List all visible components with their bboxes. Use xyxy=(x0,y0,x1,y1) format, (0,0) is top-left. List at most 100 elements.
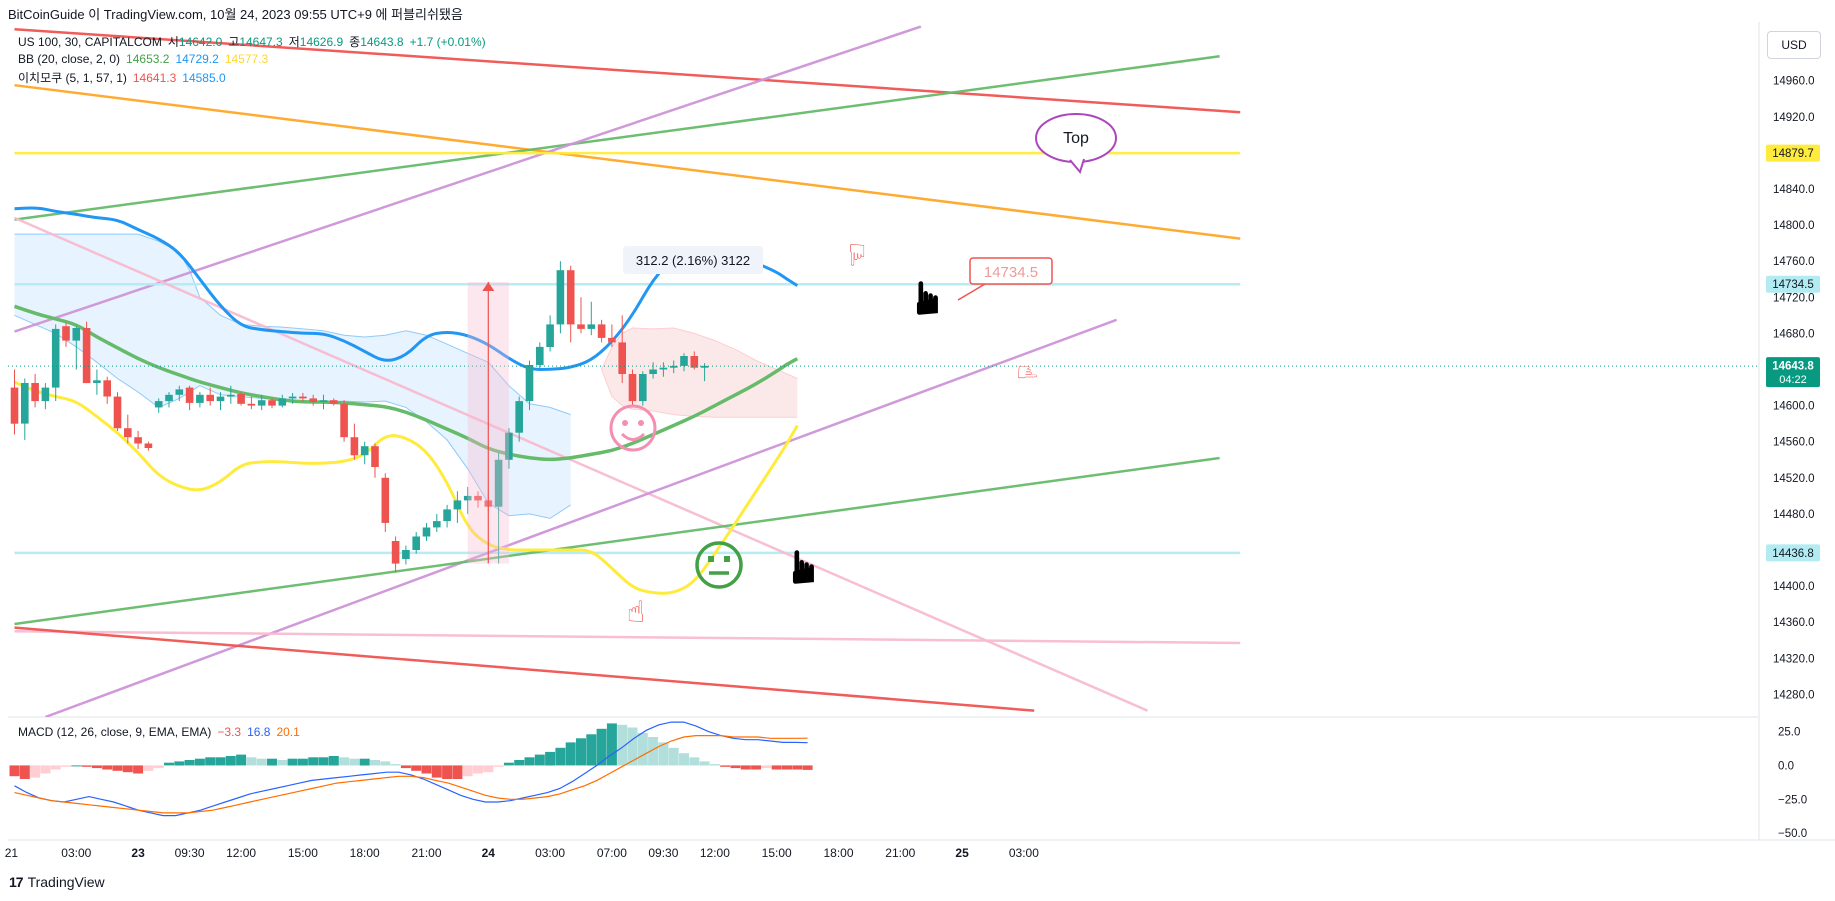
macd-histogram-bar xyxy=(370,760,380,766)
time-tick-label: 12:00 xyxy=(700,846,730,860)
candle xyxy=(556,261,565,334)
smiley-emoji[interactable] xyxy=(609,404,657,452)
price-label-countdown: 04:22 xyxy=(1779,374,1807,386)
candles xyxy=(10,261,709,573)
macd-histogram-bar xyxy=(792,765,803,770)
ichimoku-legend[interactable]: 이치모쿠 (5, 1, 57, 1) 14641.3 14585.0 xyxy=(18,69,232,86)
candle xyxy=(124,414,132,444)
macd-histogram-bar xyxy=(40,765,51,774)
trendline[interactable] xyxy=(14,25,922,333)
candle xyxy=(433,513,441,532)
trendline[interactable] xyxy=(14,216,1148,712)
macd-histogram-bar xyxy=(205,757,216,766)
macd-histogram-bar xyxy=(709,764,720,766)
ichimoku-value-1: 14641.3 xyxy=(132,71,177,85)
candle xyxy=(309,394,317,406)
candle-body xyxy=(350,437,359,456)
price-tick-label: 14280.0 xyxy=(1773,689,1815,701)
time-axis[interactable]: 21 03:00 23 09:30 12:00 15:00 18:00 21:00 24 03:0… xyxy=(5,846,1040,860)
macd-label: MACD (12, 26, close, 9, EMA, EMA) xyxy=(18,725,212,739)
candle xyxy=(268,398,276,409)
candle xyxy=(463,486,472,514)
candle-body xyxy=(381,477,390,523)
annotations[interactable]: 312.2 (2.16%) 3122 Top 14734.5 ☝ ☝ ☝ ☛ xyxy=(8,113,1758,629)
black-pointing-hand-icon[interactable]: ☛ xyxy=(901,277,953,318)
candle-body xyxy=(21,383,29,424)
candle xyxy=(72,326,81,370)
candle-body xyxy=(51,328,60,388)
macd-histogram-bar xyxy=(473,765,483,774)
high-label: 고 xyxy=(228,35,240,49)
candle-body xyxy=(639,374,647,402)
candle-body xyxy=(669,365,678,368)
currency-button[interactable]: USD xyxy=(1767,31,1821,59)
time-tick-label: 18:00 xyxy=(350,846,380,860)
price-tick-label: 14400.0 xyxy=(1773,581,1815,593)
candle xyxy=(669,360,678,374)
price-tick-label: 14680.0 xyxy=(1773,328,1815,340)
candle xyxy=(505,428,513,469)
trendline[interactable] xyxy=(14,626,1035,712)
macd-histogram-bar xyxy=(586,734,597,766)
symbol-label: US 100, 30, CAPITALCOM xyxy=(18,35,162,49)
ichimoku-cloud-blue-edge xyxy=(14,233,571,416)
candle xyxy=(402,545,410,565)
measure-tool[interactable]: 312.2 (2.16%) 3122 xyxy=(467,246,763,564)
candle xyxy=(536,342,544,370)
candle xyxy=(206,387,214,406)
candle-body xyxy=(515,401,523,433)
price-tick-label: 14320.0 xyxy=(1773,653,1815,665)
trendline[interactable] xyxy=(44,318,1118,717)
candle xyxy=(21,378,29,440)
candle-body xyxy=(31,383,39,402)
candle xyxy=(453,491,462,523)
macd-histogram-bar xyxy=(637,732,648,766)
trendline[interactable] xyxy=(14,83,1241,240)
time-tick-label: 09:30 xyxy=(648,846,678,860)
candle xyxy=(299,392,307,402)
macd-histogram-bar xyxy=(215,757,226,766)
price-callout[interactable]: 14734.5 xyxy=(957,257,1053,301)
candle xyxy=(412,531,420,554)
time-tick-label: 21:00 xyxy=(885,846,915,860)
macd-histogram-bar xyxy=(380,761,391,766)
time-tick-label: 18:00 xyxy=(823,846,853,860)
speech-bubble-text: Top xyxy=(1063,130,1089,147)
trendline[interactable] xyxy=(14,456,1220,626)
candle-body xyxy=(680,356,688,366)
trendline[interactable] xyxy=(14,27,1241,114)
speech-bubble-tail xyxy=(1069,158,1085,175)
symbol-legend[interactable]: US 100, 30, CAPITALCOM 시14642.0 고14647.3 저1… xyxy=(18,33,492,50)
trendline[interactable] xyxy=(14,55,1220,221)
macd-histogram-bar xyxy=(318,757,329,766)
candle-body xyxy=(309,398,317,402)
candle xyxy=(288,392,297,404)
pointing-hand-up-icon[interactable]: ☝ xyxy=(627,596,645,629)
candle-body xyxy=(690,356,699,368)
price-label-box xyxy=(1766,544,1820,562)
macd-signal-value: 20.1 xyxy=(276,725,300,739)
candle xyxy=(443,504,451,528)
candle-body xyxy=(453,500,462,510)
candle xyxy=(144,441,153,451)
black-pointing-hand-icon[interactable]: ☛ xyxy=(777,546,829,587)
candle-body xyxy=(608,337,616,343)
price-tick-label: 14600.0 xyxy=(1773,401,1815,413)
macd-legend[interactable]: MACD (12, 26, close, 9, EMA, EMA) −3.3 16.… xyxy=(18,725,306,739)
candle xyxy=(474,491,482,508)
pointing-hand-side-icon[interactable]: ☝ xyxy=(1012,364,1042,380)
macd-histogram-bar xyxy=(61,765,71,767)
macd-tick-label: 0.0 xyxy=(1778,760,1794,772)
neutral-emoji[interactable] xyxy=(695,541,743,589)
macd-histogram-bar xyxy=(627,727,638,766)
pointing-hand-down-icon[interactable]: ☝ xyxy=(848,237,866,270)
macd-histogram-bar xyxy=(545,751,556,766)
trendline[interactable] xyxy=(14,630,1241,645)
macd-histogram-bar xyxy=(462,765,473,777)
price-tick-label: 14840.0 xyxy=(1773,184,1815,196)
macd-histogram-bar xyxy=(143,765,154,771)
bb-legend[interactable]: BB (20, close, 2, 0) 14653.2 14729.2 14577.… xyxy=(18,52,274,66)
speech-bubble[interactable]: Top xyxy=(1035,113,1117,175)
macd-histogram-bar xyxy=(297,758,308,766)
